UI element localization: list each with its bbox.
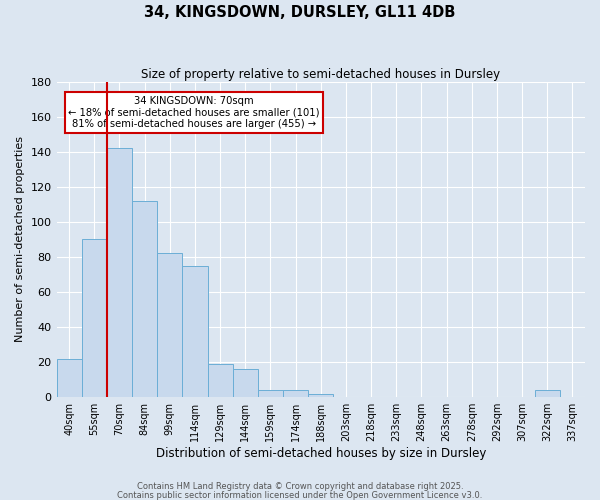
Bar xyxy=(258,390,283,397)
X-axis label: Distribution of semi-detached houses by size in Dursley: Distribution of semi-detached houses by … xyxy=(155,447,486,460)
Bar xyxy=(535,390,560,397)
Title: Size of property relative to semi-detached houses in Dursley: Size of property relative to semi-detach… xyxy=(141,68,500,80)
Y-axis label: Number of semi-detached properties: Number of semi-detached properties xyxy=(15,136,25,342)
Bar xyxy=(56,358,82,397)
Text: 34 KINGSDOWN: 70sqm
← 18% of semi-detached houses are smaller (101)
81% of semi-: 34 KINGSDOWN: 70sqm ← 18% of semi-detach… xyxy=(68,96,320,129)
Bar xyxy=(107,148,132,397)
Bar xyxy=(208,364,233,397)
Text: Contains public sector information licensed under the Open Government Licence v3: Contains public sector information licen… xyxy=(118,490,482,500)
Text: Contains HM Land Registry data © Crown copyright and database right 2025.: Contains HM Land Registry data © Crown c… xyxy=(137,482,463,491)
Bar xyxy=(82,240,107,397)
Text: 34, KINGSDOWN, DURSLEY, GL11 4DB: 34, KINGSDOWN, DURSLEY, GL11 4DB xyxy=(145,5,455,20)
Bar xyxy=(233,369,258,397)
Bar xyxy=(308,394,334,397)
Bar xyxy=(132,201,157,397)
Bar xyxy=(283,390,308,397)
Bar xyxy=(157,254,182,397)
Bar xyxy=(182,266,208,397)
